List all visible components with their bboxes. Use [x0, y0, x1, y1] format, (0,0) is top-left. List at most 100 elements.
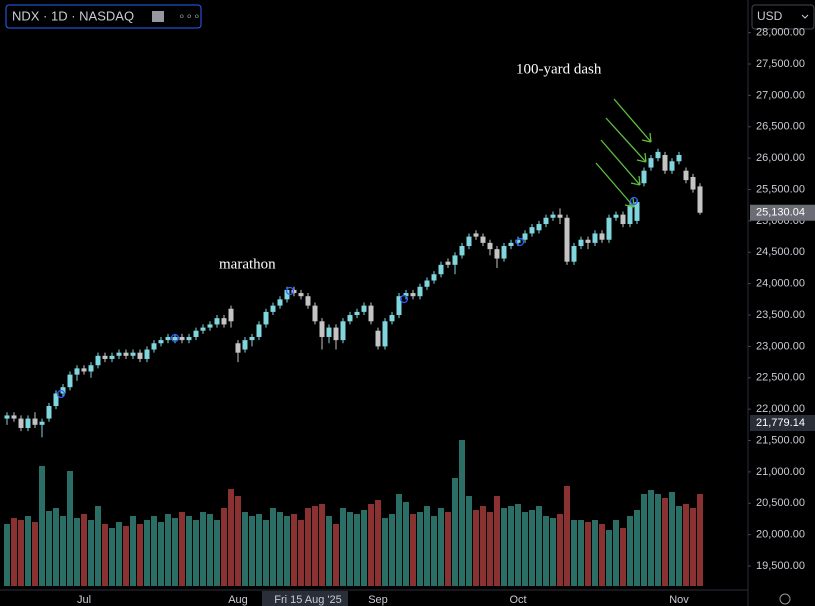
candle-body: [375, 330, 381, 347]
candle-body: [592, 233, 598, 243]
candle-body: [683, 170, 689, 181]
volume-bar: [88, 520, 94, 586]
candle-body: [459, 245, 465, 256]
y-tick-label: 23,500.00: [756, 309, 805, 321]
candle-body: [452, 255, 458, 265]
candle-body: [620, 214, 626, 225]
candle-body: [46, 406, 52, 419]
candle-body: [396, 296, 402, 316]
symbol-box[interactable]: [5, 4, 202, 29]
volume-bar: [123, 526, 129, 586]
candle-body: [74, 368, 80, 375]
crosshair-date-box: [262, 591, 348, 606]
candle-body: [193, 330, 199, 337]
candle-body: [480, 236, 486, 243]
candle-body: [158, 340, 164, 344]
candle-body: [473, 233, 479, 237]
volume-bar: [487, 512, 493, 586]
candle-body: [60, 387, 66, 394]
volume-bar: [179, 512, 185, 586]
candle-body: [81, 368, 87, 372]
candle-body: [529, 227, 535, 234]
volume-bar: [508, 506, 514, 586]
candle-body: [340, 321, 346, 341]
volume-bar: [459, 440, 465, 586]
settings-icon[interactable]: [779, 593, 791, 605]
volume-bar: [431, 516, 437, 586]
volume-bar: [228, 489, 234, 586]
candle-body: [508, 242, 514, 246]
volume-bar: [564, 486, 570, 586]
volume-bar: [270, 508, 276, 586]
y-tick-label: 19,500.00: [756, 560, 805, 572]
volume-bar: [361, 510, 367, 586]
volume-bar: [599, 524, 605, 586]
volume-bar: [375, 500, 381, 586]
volume-bar: [249, 516, 255, 586]
volume-bar: [438, 508, 444, 586]
volume-bar: [494, 496, 500, 586]
volume-bar: [543, 516, 549, 586]
volume-bar: [312, 506, 318, 586]
candle-body: [39, 421, 45, 425]
candle-body: [634, 202, 640, 221]
volume-bar: [67, 471, 73, 586]
candle-body: [501, 245, 507, 259]
volume-bar: [277, 512, 283, 586]
y-tick-label: 20,000.00: [756, 529, 805, 541]
candle-body: [256, 324, 262, 337]
candle-body: [550, 214, 556, 218]
price-label-box: [750, 204, 815, 221]
volume-bar: [613, 520, 619, 586]
candle-body: [641, 170, 647, 184]
candle-body: [319, 321, 325, 337]
candle-body: [214, 318, 220, 325]
volume-bar: [326, 516, 332, 586]
candle-body: [144, 349, 150, 359]
candle-body: [690, 176, 696, 190]
candle-body: [284, 289, 290, 300]
volume-bar: [466, 496, 472, 586]
candle-body: [382, 321, 388, 347]
candle-body: [130, 352, 136, 356]
candle-body: [662, 155, 668, 171]
candle-body: [361, 305, 367, 312]
flag-icon: [152, 11, 164, 22]
candle-body: [697, 186, 703, 213]
candle-body: [200, 327, 206, 331]
y-tick-label: 21,500.00: [756, 434, 805, 446]
candle-body: [186, 336, 192, 341]
volume-bar: [165, 514, 171, 586]
x-tick-label: Jul: [77, 594, 91, 606]
volume-bar: [242, 512, 248, 586]
candle-body: [312, 305, 318, 322]
candle-body: [676, 155, 682, 162]
candle-body: [543, 217, 549, 225]
volume-bar: [32, 522, 38, 586]
volume-bar: [25, 516, 31, 586]
volume-bar: [480, 506, 486, 586]
y-tick-label: 28,000.00: [756, 27, 805, 39]
volume-bar: [648, 490, 654, 586]
volume-bar: [102, 524, 108, 586]
candle-body: [494, 249, 500, 259]
candle-body: [151, 343, 157, 350]
y-tick-label: 20,500.00: [756, 497, 805, 509]
candle-body: [368, 305, 374, 322]
candle-body: [326, 327, 332, 337]
volume-bar: [109, 528, 115, 586]
volume-bar: [130, 516, 136, 586]
symbol-title: NDX · 1D · NASDAQ: [12, 8, 134, 23]
candle-body: [32, 418, 38, 425]
volume-bar: [529, 510, 535, 586]
volume-bar: [298, 520, 304, 586]
volume-bar: [368, 504, 374, 586]
candle-body: [417, 286, 423, 297]
currency-box[interactable]: [751, 4, 815, 30]
plot-area: [4, 148, 703, 586]
candle-body: [95, 355, 101, 366]
volume-bar: [347, 512, 353, 586]
y-tick-label: 27,000.00: [756, 89, 805, 101]
more-icon[interactable]: ∘∘∘: [178, 9, 201, 23]
candle-body: [305, 296, 311, 306]
